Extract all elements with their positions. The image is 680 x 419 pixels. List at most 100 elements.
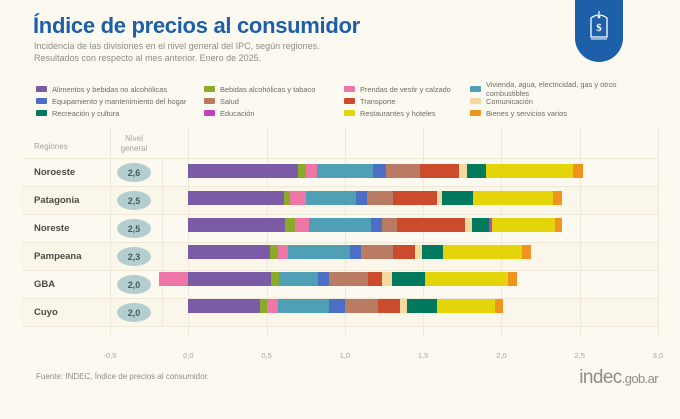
stacked-bar xyxy=(110,191,658,205)
bar-segment xyxy=(459,164,467,178)
x-axis-tick-label: 0,0 xyxy=(183,351,194,360)
legend-label: Alimentos y bebidas no alcohólicas xyxy=(52,84,168,94)
stacked-bar xyxy=(110,164,658,178)
legend-label: Salud xyxy=(220,96,239,106)
legend-swatch xyxy=(204,98,215,104)
legend-item: Bienes y servicios varios xyxy=(470,107,660,119)
bar-segment xyxy=(269,245,278,259)
region-name: Patagonia xyxy=(34,195,80,206)
legend-item: Recreación y cultura xyxy=(36,107,204,119)
region-rows: Noroeste 2,6 Patagonia 2,5 Noreste 2,5 Pampean… xyxy=(22,158,658,327)
level-label-line2: general xyxy=(120,144,148,153)
bar-segment xyxy=(421,245,444,259)
bar-segment xyxy=(443,245,522,259)
bar-segment xyxy=(188,299,261,313)
legend-swatch xyxy=(470,110,481,116)
bar-segment xyxy=(521,245,532,259)
bar-segment xyxy=(471,218,489,232)
region-name: Noreste xyxy=(34,223,70,234)
bar-segment xyxy=(277,245,289,259)
bar-segment xyxy=(279,272,319,286)
bar-segment xyxy=(329,272,369,286)
bar-segment xyxy=(158,272,189,286)
legend-item: Salud xyxy=(204,95,344,107)
x-axis-tick-label: 1,5 xyxy=(417,351,429,360)
column-divider xyxy=(162,187,163,214)
bar-segment xyxy=(277,299,330,313)
legend-item: Comunicación xyxy=(470,95,660,107)
bar-segment xyxy=(305,191,356,205)
level-general-badge: 2,0 xyxy=(117,275,151,294)
indec-emblem: $ xyxy=(575,0,623,62)
x-axis-tick-label: 3,0 xyxy=(652,351,664,360)
bar-segment xyxy=(382,218,397,232)
legend-label: Restaurantes y hoteles xyxy=(360,108,436,118)
legend-item: Prendas de vestir y calzado xyxy=(344,83,470,95)
bar-segment xyxy=(366,191,394,205)
legend-label: Prendas de vestir y calzado xyxy=(360,84,451,94)
bar-segment xyxy=(393,191,438,205)
table-row: Noroeste 2,6 xyxy=(22,158,658,186)
legend-swatch xyxy=(204,110,215,116)
legend-item: Alimentos y bebidas no alcohólicas xyxy=(36,83,204,95)
legend-item: Equipamiento y mantenimiento del hogar xyxy=(36,95,204,107)
legend-label: Educación xyxy=(220,108,255,118)
gridline xyxy=(658,128,659,335)
legend-swatch xyxy=(344,110,355,116)
x-axis-tick-label: 2,0 xyxy=(496,351,507,360)
legend-label: Vivienda, agua, electricidad, gas y otro… xyxy=(486,80,617,98)
bar-segment xyxy=(407,299,438,313)
bar-segment xyxy=(316,164,374,178)
bar-segment xyxy=(437,299,496,313)
page-subtitle: Incidencia de las divisiones en el nivel… xyxy=(34,40,320,64)
legend-label: Transporte xyxy=(360,96,396,106)
bar-segment xyxy=(382,272,392,286)
bar-segment xyxy=(573,164,583,178)
level-general-badge: 2,0 xyxy=(117,303,151,322)
bar-segment xyxy=(297,164,306,178)
x-axis-tick-label: 2,5 xyxy=(574,351,585,360)
bar-segment xyxy=(308,218,372,232)
legend-item: Bebidas alcohólicas y tabaco xyxy=(204,83,344,95)
level-label-line1: Nivel xyxy=(125,134,143,143)
x-axis-tick-label: -0,5 xyxy=(103,351,117,360)
bar-segment xyxy=(507,272,518,286)
bar-segment xyxy=(415,245,422,259)
stacked-bar xyxy=(110,299,658,313)
subtitle-line-2: Resultados con respecto al mes anterior.… xyxy=(34,53,262,63)
legend-swatch xyxy=(36,98,47,104)
bar-segment xyxy=(188,272,272,286)
level-general-badge: 2,5 xyxy=(117,191,151,210)
subtitle-line-1: Incidencia de las divisiones en el nivel… xyxy=(34,41,320,51)
bar-segment xyxy=(420,164,460,178)
region-name: Pampeana xyxy=(34,251,82,262)
bar-segment xyxy=(188,245,270,259)
legend-item: Educación xyxy=(204,107,344,119)
bar-segment xyxy=(188,191,284,205)
bar-segment xyxy=(399,299,408,313)
column-divider xyxy=(162,243,163,270)
bar-segment xyxy=(271,272,280,286)
x-axis-tick-label: 0,5 xyxy=(261,351,272,360)
source-note: Fuente: INDEC, Índice de precios al cons… xyxy=(36,372,209,381)
bar-segment xyxy=(285,218,295,232)
gridline xyxy=(579,128,581,335)
svg-text:$: $ xyxy=(596,22,602,34)
bar-segment xyxy=(495,299,503,313)
bar-segment xyxy=(360,245,394,259)
bar-segment xyxy=(188,218,286,232)
bar-segment xyxy=(466,164,486,178)
bar-segment xyxy=(288,245,350,259)
gridline xyxy=(110,128,111,335)
legend-item: Transporte xyxy=(344,95,470,107)
bar-segment xyxy=(488,218,493,232)
column-header-regions: Regiones xyxy=(34,142,68,151)
legend-swatch xyxy=(344,86,355,92)
legend-label: Recreación y cultura xyxy=(52,108,120,118)
chart-legend: Alimentos y bebidas no alcohólicas Bebida… xyxy=(36,80,656,119)
bar-segment xyxy=(290,191,306,205)
indec-wordmark: indec.gob.ar xyxy=(579,367,658,389)
stacked-bar xyxy=(110,272,658,286)
bar-segment xyxy=(473,191,554,205)
page-title: Índice de precios al consumidor xyxy=(33,13,360,38)
